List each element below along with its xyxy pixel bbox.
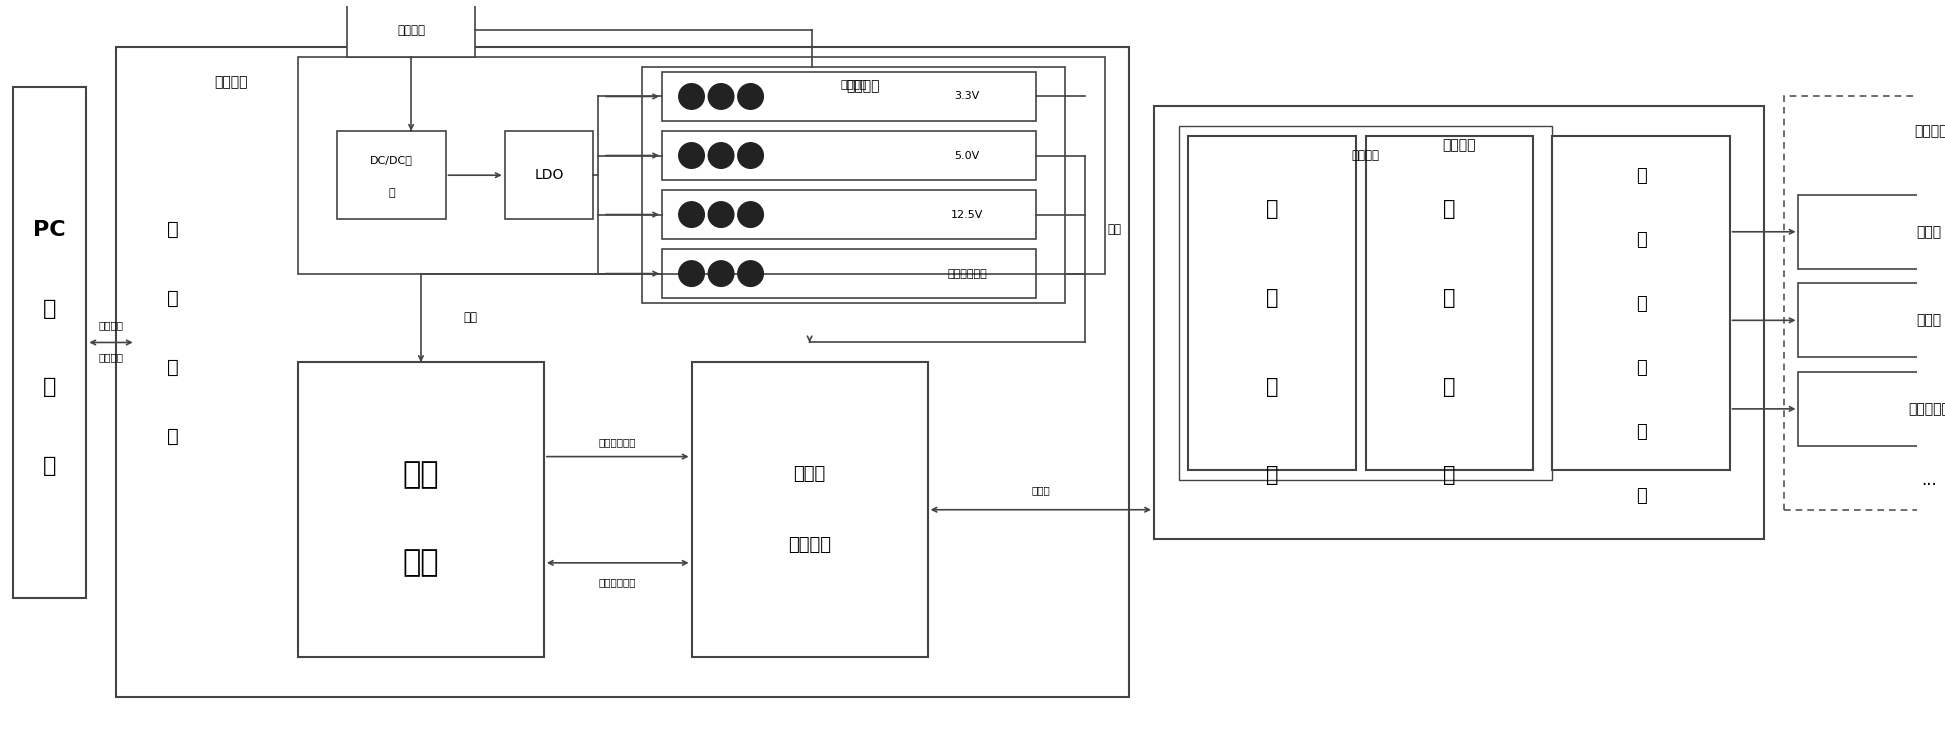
- Text: 通: 通: [167, 220, 179, 240]
- Bar: [117, 47, 1130, 697]
- Circle shape: [708, 84, 733, 109]
- Bar: [1799, 372, 1945, 446]
- Circle shape: [708, 202, 733, 227]
- Text: 万用表: 万用表: [1916, 225, 1941, 239]
- Circle shape: [679, 142, 704, 168]
- Bar: [504, 131, 593, 220]
- Text: 验: 验: [1443, 200, 1455, 220]
- Text: 供电: 供电: [463, 312, 477, 324]
- Bar: [1179, 126, 1552, 480]
- Bar: [642, 67, 1066, 303]
- Text: 验证母板: 验证母板: [214, 75, 247, 89]
- Text: DC/DC电: DC/DC电: [370, 155, 412, 165]
- Bar: [336, 131, 445, 220]
- Bar: [1799, 195, 1945, 269]
- Bar: [661, 131, 1037, 180]
- Bar: [661, 249, 1037, 298]
- Bar: [12, 87, 86, 598]
- Text: 逻辑分析仪: 逻辑分析仪: [1908, 402, 1945, 416]
- Circle shape: [708, 142, 733, 168]
- Text: 讯: 讯: [167, 289, 179, 308]
- Bar: [1365, 136, 1533, 470]
- Text: 电源插针: 电源插针: [840, 79, 867, 90]
- Text: 存储器: 存储器: [794, 465, 827, 483]
- Text: 口: 口: [167, 427, 179, 446]
- Text: 示波器: 示波器: [1916, 313, 1941, 327]
- Text: 数据采集: 数据采集: [99, 352, 124, 362]
- Bar: [661, 190, 1037, 239]
- Bar: [136, 87, 210, 598]
- Text: 双向数据传输: 双向数据传输: [599, 577, 636, 588]
- Text: 供电部分: 供电部分: [846, 79, 879, 93]
- Text: 读写控制信号: 读写控制信号: [599, 437, 636, 447]
- Text: 口: 口: [1636, 487, 1645, 505]
- Text: 上: 上: [43, 298, 56, 318]
- Text: 接: 接: [167, 358, 179, 377]
- Text: 验: 验: [1266, 200, 1278, 220]
- Circle shape: [679, 202, 704, 227]
- Text: 器: 器: [1443, 376, 1455, 396]
- Text: 外: 外: [1636, 167, 1645, 185]
- Text: 12.5V: 12.5V: [951, 209, 984, 220]
- Text: 机: 机: [43, 456, 56, 476]
- Text: 位: 位: [43, 378, 56, 397]
- Bar: [1784, 96, 1945, 510]
- Bar: [692, 362, 928, 657]
- Bar: [1552, 136, 1729, 470]
- Text: 证: 证: [1266, 288, 1278, 308]
- Text: 接插件: 接插件: [1031, 485, 1050, 495]
- Text: 器: 器: [1266, 376, 1278, 396]
- Text: 接: 接: [1636, 423, 1645, 441]
- Circle shape: [679, 260, 704, 286]
- Text: 件: 件: [1266, 465, 1278, 485]
- Text: 模块: 模块: [403, 548, 440, 577]
- Text: 母板接口: 母板接口: [788, 536, 831, 554]
- Bar: [1188, 136, 1356, 470]
- Bar: [661, 72, 1037, 121]
- Text: 两片级联: 两片级联: [1352, 149, 1379, 162]
- Bar: [346, 3, 475, 57]
- Circle shape: [708, 260, 733, 286]
- Text: 3.3V: 3.3V: [955, 91, 980, 102]
- Text: 件: 件: [1443, 465, 1455, 485]
- Text: 通讯程控: 通讯程控: [99, 320, 124, 329]
- Text: 部: 部: [1636, 231, 1645, 249]
- Bar: [1153, 106, 1764, 539]
- Text: 试: 试: [1636, 359, 1645, 377]
- Circle shape: [679, 84, 704, 109]
- Circle shape: [737, 260, 762, 286]
- Text: 5.0V: 5.0V: [955, 151, 980, 160]
- Bar: [1799, 283, 1945, 357]
- Bar: [298, 362, 545, 657]
- Text: 证: 证: [1443, 288, 1455, 308]
- Text: 外部监测: 外部监测: [1914, 124, 1945, 138]
- Circle shape: [737, 142, 762, 168]
- Text: 数字电源: 数字电源: [397, 24, 426, 36]
- Text: 源: 源: [389, 188, 395, 198]
- Text: 验证子板: 验证子板: [1443, 139, 1476, 153]
- Text: LDO: LDO: [535, 168, 564, 183]
- Circle shape: [737, 202, 762, 227]
- Circle shape: [737, 84, 762, 109]
- Text: 控制: 控制: [403, 460, 440, 489]
- Bar: [298, 57, 1105, 274]
- Text: ...: ...: [1922, 471, 1937, 489]
- Text: 供电: 供电: [1107, 223, 1122, 236]
- Text: PC: PC: [33, 220, 66, 240]
- Text: 可调电源接口: 可调电源接口: [947, 269, 986, 278]
- Text: 测: 测: [1636, 295, 1645, 313]
